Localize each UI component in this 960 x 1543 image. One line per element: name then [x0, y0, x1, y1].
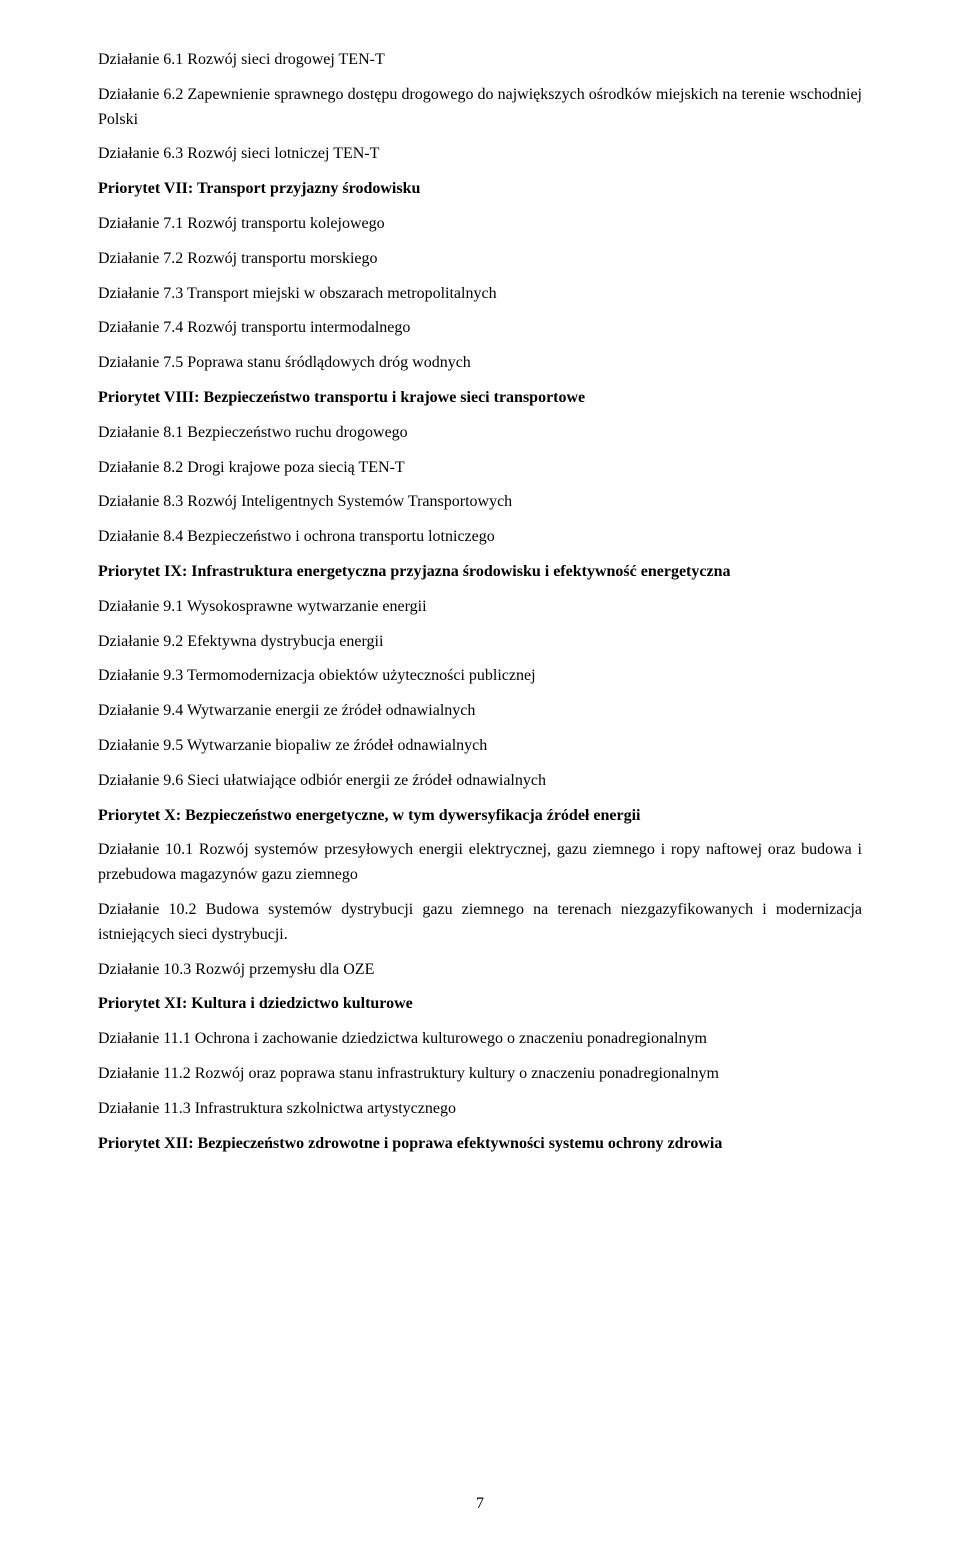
- document-line: Działanie 7.5 Poprawa stanu śródlądowych…: [98, 351, 862, 376]
- document-line: Działanie 6.1 Rozwój sieci drogowej TEN-…: [98, 48, 862, 73]
- page-number: 7: [0, 1492, 960, 1517]
- document-line: Działanie 8.2 Drogi krajowe poza siecią …: [98, 456, 862, 481]
- document-line: Działanie 7.4 Rozwój transportu intermod…: [98, 316, 862, 341]
- document-line: Działanie 8.4 Bezpieczeństwo i ochrona t…: [98, 525, 862, 550]
- document-line: Priorytet IX: Infrastruktura energetyczn…: [98, 560, 862, 585]
- document-line: Działanie 8.3 Rozwój Inteligentnych Syst…: [98, 490, 862, 515]
- document-line: Działanie 8.1 Bezpieczeństwo ruchu drogo…: [98, 421, 862, 446]
- document-line: Działanie 9.6 Sieci ułatwiające odbiór e…: [98, 769, 862, 794]
- document-line: Działanie 11.3 Infrastruktura szkolnictw…: [98, 1097, 862, 1122]
- document-line: Działanie 6.3 Rozwój sieci lotniczej TEN…: [98, 142, 862, 167]
- document-line: Priorytet VIII: Bezpieczeństwo transport…: [98, 386, 862, 411]
- document-line: Działanie 6.2 Zapewnienie sprawnego dost…: [98, 83, 862, 133]
- document-line: Priorytet XII: Bezpieczeństwo zdrowotne …: [98, 1132, 862, 1157]
- document-page: Działanie 6.1 Rozwój sieci drogowej TEN-…: [0, 0, 960, 1543]
- document-line: Działanie 11.2 Rozwój oraz poprawa stanu…: [98, 1062, 862, 1087]
- document-line: Priorytet XI: Kultura i dziedzictwo kult…: [98, 992, 862, 1017]
- document-line: Działanie 10.2 Budowa systemów dystrybuc…: [98, 898, 862, 948]
- document-line: Działanie 9.3 Termomodernizacja obiektów…: [98, 664, 862, 689]
- document-line: Priorytet X: Bezpieczeństwo energetyczne…: [98, 804, 862, 829]
- document-line: Działanie 7.2 Rozwój transportu morskieg…: [98, 247, 862, 272]
- document-line: Działanie 10.1 Rozwój systemów przesyłow…: [98, 838, 862, 888]
- document-line: Działanie 9.2 Efektywna dystrybucja ener…: [98, 630, 862, 655]
- document-line: Działanie 7.3 Transport miejski w obszar…: [98, 282, 862, 307]
- document-line: Działanie 10.3 Rozwój przemysłu dla OZE: [98, 958, 862, 983]
- document-line: Działanie 11.1 Ochrona i zachowanie dzie…: [98, 1027, 862, 1052]
- document-line: Działanie 7.1 Rozwój transportu kolejowe…: [98, 212, 862, 237]
- document-line: Działanie 9.1 Wysokosprawne wytwarzanie …: [98, 595, 862, 620]
- document-body: Działanie 6.1 Rozwój sieci drogowej TEN-…: [98, 48, 862, 1156]
- document-line: Działanie 9.4 Wytwarzanie energii ze źró…: [98, 699, 862, 724]
- document-line: Działanie 9.5 Wytwarzanie biopaliw ze źr…: [98, 734, 862, 759]
- document-line: Priorytet VII: Transport przyjazny środo…: [98, 177, 862, 202]
